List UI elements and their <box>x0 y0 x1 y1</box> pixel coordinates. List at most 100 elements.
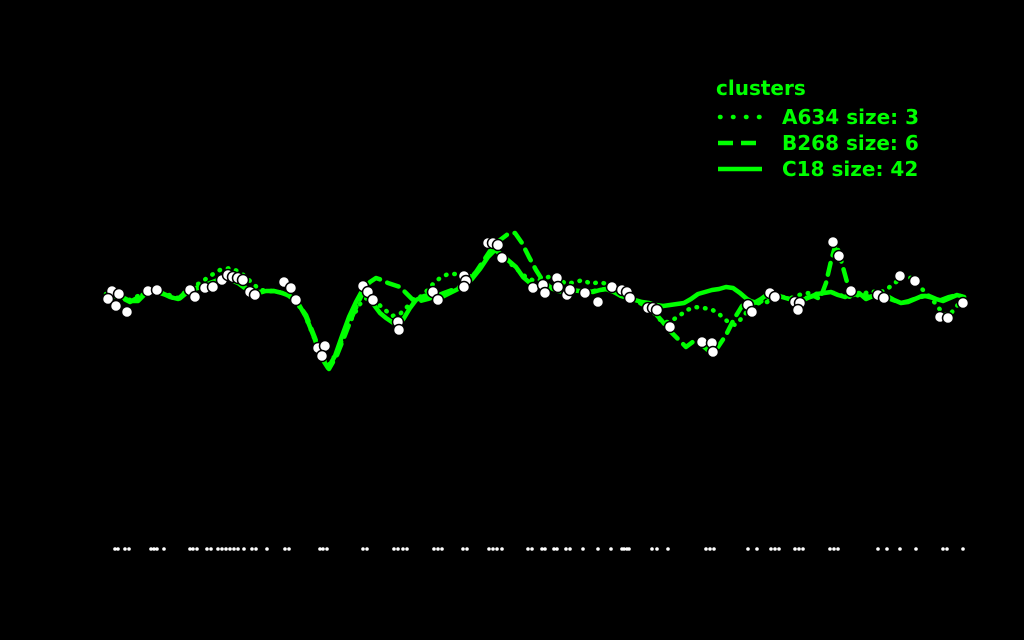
rug-dot <box>568 547 572 551</box>
data-point-marker <box>563 283 577 297</box>
data-point-marker <box>495 251 509 265</box>
rug-dot <box>127 547 131 551</box>
legend-item-c18: C18 size: 42 <box>716 156 919 182</box>
rug-dot <box>885 547 889 551</box>
data-point-marker <box>832 249 846 263</box>
legend-item-b268: B268 size: 6 <box>716 130 919 156</box>
data-point-marker <box>650 303 664 317</box>
data-point-marker <box>392 323 406 337</box>
rug-dot <box>405 547 409 551</box>
rug-dot <box>650 547 654 551</box>
rug-dot <box>209 547 213 551</box>
data-point-marker <box>956 296 970 310</box>
rug-dot <box>321 547 325 551</box>
data-point-marker <box>112 287 126 301</box>
rug-dot <box>596 547 600 551</box>
data-point-marker <box>623 291 637 305</box>
rug-dot <box>655 547 659 551</box>
rug-dot <box>123 547 127 551</box>
rug-dot <box>555 547 559 551</box>
rug-dot <box>149 547 153 551</box>
rug-dot <box>552 547 556 551</box>
data-point-marker <box>941 311 955 325</box>
data-point-marker <box>236 273 250 287</box>
dotted-line-icon <box>717 114 762 120</box>
rug-dot <box>461 547 465 551</box>
rug-dot <box>220 547 224 551</box>
legend-item-label: A634 size: 3 <box>782 105 920 129</box>
data-point-marker <box>591 295 605 309</box>
rug-dot <box>769 547 773 551</box>
rug-dot <box>325 547 329 551</box>
data-point-marker <box>768 290 782 304</box>
rug-dot <box>436 547 440 551</box>
rug-dot <box>152 547 156 551</box>
rug-dot <box>564 547 568 551</box>
rug-dot <box>113 547 117 551</box>
data-point-marker <box>908 274 922 288</box>
data-point-marker <box>578 286 592 300</box>
data-point-marker <box>745 305 759 319</box>
rug-dot <box>162 547 166 551</box>
rug-dot <box>365 547 369 551</box>
data-point-marker <box>109 299 123 313</box>
rug-dot <box>228 547 232 551</box>
data-point-marker <box>663 320 677 334</box>
rug-dot <box>224 547 228 551</box>
data-point-marker <box>284 281 298 295</box>
rug-dot <box>188 547 192 551</box>
rug-dot <box>205 547 209 551</box>
rug-dot <box>232 547 236 551</box>
rug-dot <box>801 547 805 551</box>
rug-dot <box>236 547 240 551</box>
rug-dot <box>500 547 504 551</box>
rug-dot <box>793 547 797 551</box>
rug-dot <box>828 547 832 551</box>
data-point-marker <box>120 305 134 319</box>
rug-dot <box>254 547 258 551</box>
rug-dot <box>495 547 499 551</box>
data-point-marker <box>877 291 891 305</box>
rug-dot <box>773 547 777 551</box>
rug-dot <box>191 547 195 551</box>
legend-item-label: C18 size: 42 <box>782 157 919 181</box>
data-point-marker <box>101 292 115 306</box>
rug-dot <box>708 547 712 551</box>
rug-dot <box>465 547 469 551</box>
rug-dot <box>914 547 918 551</box>
rug-dot <box>746 547 750 551</box>
data-point-marker <box>188 290 202 304</box>
rug-dot <box>543 547 547 551</box>
rug-dot <box>961 547 965 551</box>
data-point-marker <box>457 280 471 294</box>
rug-dot <box>755 547 759 551</box>
data-point-marker <box>826 235 840 249</box>
rug-dot <box>195 547 199 551</box>
rug-dot <box>283 547 287 551</box>
data-point-marker <box>551 280 565 294</box>
data-point-marker <box>791 303 805 317</box>
data-point-marker <box>206 280 220 294</box>
data-point-marker <box>289 293 303 307</box>
data-point-marker <box>706 345 720 359</box>
rug-dot <box>622 547 626 551</box>
rug-dot <box>836 547 840 551</box>
data-point-marker <box>538 286 552 300</box>
rug-dot <box>941 547 945 551</box>
rug-dot <box>155 547 159 551</box>
solid-line-icon <box>718 166 762 172</box>
rug-dot <box>216 547 220 551</box>
data-point-marker <box>315 349 329 363</box>
data-point-marker <box>844 284 858 298</box>
rug-dot <box>250 547 254 551</box>
rug-dot <box>487 547 491 551</box>
rug-dot <box>401 547 405 551</box>
rug-dot <box>432 547 436 551</box>
dashed-line-icon <box>718 140 762 146</box>
rug-dot <box>361 547 365 551</box>
rug-dot <box>287 547 291 551</box>
rug-dot <box>797 547 801 551</box>
data-point-marker <box>150 283 164 297</box>
